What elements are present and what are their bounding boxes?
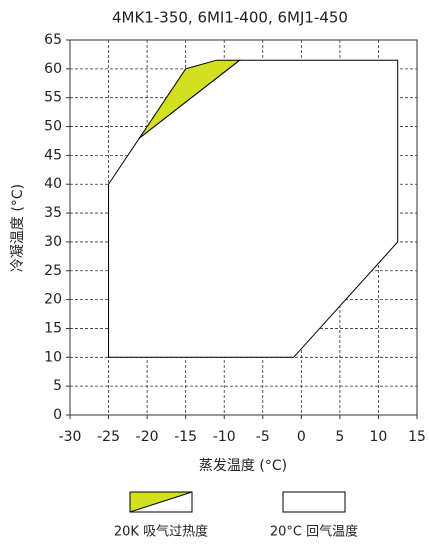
- y-tick-label: 20: [44, 292, 62, 308]
- legend-label: 20K 吸气过热度: [114, 524, 208, 540]
- x-tick-label: 15: [408, 429, 426, 445]
- envelope: [108, 59, 399, 358]
- y-tick-label: 45: [44, 147, 62, 163]
- y-tick-label: 25: [44, 263, 62, 279]
- x-tick-label: 5: [335, 429, 344, 445]
- y-tick-label: 60: [44, 61, 62, 77]
- x-axis-label: 蒸发温度 (°C): [199, 458, 287, 474]
- y-tick-label: 30: [44, 234, 62, 250]
- x-tick-label: 10: [370, 429, 388, 445]
- x-tick-label: 0: [297, 429, 306, 445]
- x-tick-label: -25: [97, 429, 120, 445]
- x-tick-label: -20: [136, 429, 159, 445]
- y-tick-label: 15: [44, 320, 62, 336]
- y-tick-label: 55: [44, 90, 62, 106]
- y-tick-label: 50: [44, 119, 62, 135]
- legend-swatch: [282, 491, 346, 513]
- y-tick-label: 10: [44, 349, 62, 365]
- chart-title: 4MK1-350, 6MI1-400, 6MJ1-450: [112, 9, 348, 27]
- envelope: [138, 59, 242, 139]
- y-tick-label: 35: [44, 205, 62, 221]
- y-tick-label: 0: [53, 407, 62, 423]
- x-tick-label: -5: [256, 429, 270, 445]
- y-tick-label: 5: [53, 378, 62, 394]
- x-tick-label: -15: [174, 429, 197, 445]
- y-tick-label: 40: [44, 176, 62, 192]
- y-tick-label: 65: [44, 32, 62, 48]
- x-tick-label: -30: [59, 429, 82, 445]
- legend-label: 20°C 回气温度: [270, 524, 358, 540]
- legend-swatch: [129, 491, 193, 513]
- y-axis-label: 冷凝温度 (°C): [10, 184, 26, 272]
- x-tick-label: -10: [213, 429, 236, 445]
